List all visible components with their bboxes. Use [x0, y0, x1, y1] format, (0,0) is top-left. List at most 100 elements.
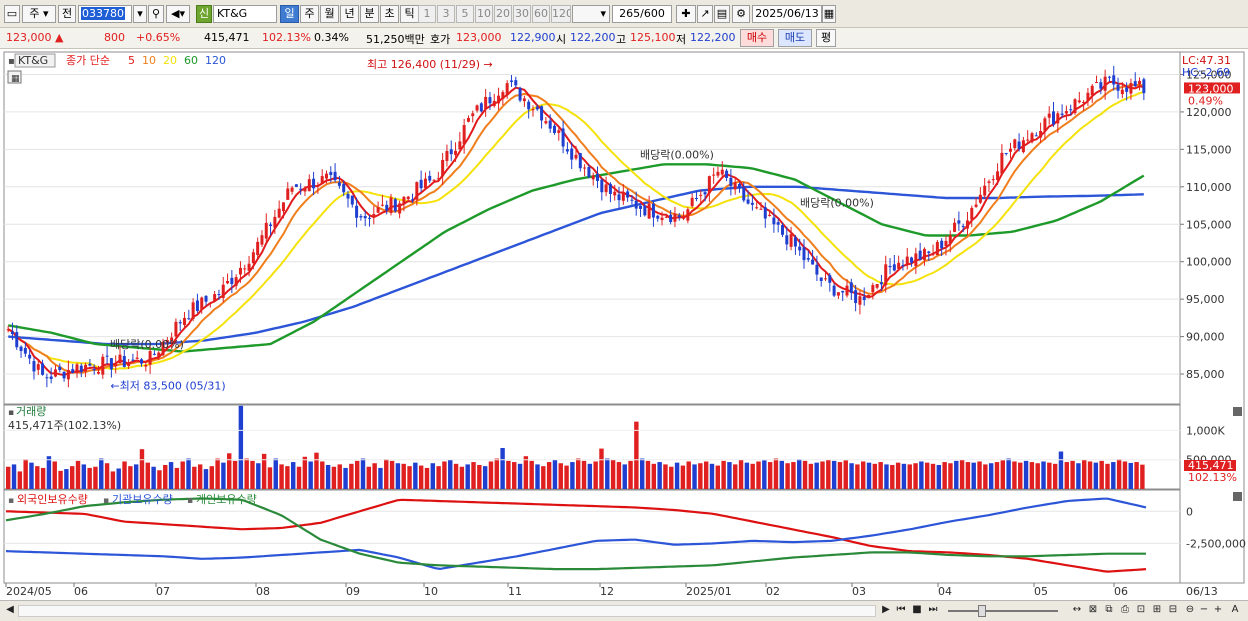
interval-button-5[interactable]: 30: [513, 5, 531, 23]
chart-icon[interactable]: ⊞: [1152, 604, 1162, 615]
count-input[interactable]: 265/600: [612, 5, 672, 23]
count-value: 265: [619, 7, 641, 20]
last-price-pct: 0.49%: [1188, 94, 1223, 107]
candle-body: [673, 213, 677, 222]
volume-bar: [17, 471, 23, 489]
volume-bar: [837, 462, 843, 489]
period-button-4[interactable]: 분: [360, 5, 379, 23]
candle-body: [355, 205, 359, 218]
save-icon[interactable]: ▤: [714, 5, 730, 23]
volume-bar: [965, 462, 971, 489]
volume-bar: [133, 464, 139, 489]
interval-button-0[interactable]: 1: [418, 5, 436, 23]
candle-body: [884, 264, 888, 286]
buy-button[interactable]: 매수: [740, 29, 774, 47]
sell-button[interactable]: 매도: [778, 29, 812, 47]
candle-body: [1129, 83, 1133, 94]
current-price: 123,000 ▲: [6, 31, 64, 44]
period-button-3[interactable]: 년: [340, 5, 359, 23]
volume-bar: [1052, 463, 1058, 489]
grid-icon[interactable]: ⊟: [1168, 604, 1178, 615]
volume-bar: [977, 461, 982, 489]
ask-label: 호가: [430, 33, 451, 46]
volume-bar: [337, 464, 342, 489]
candle-body: [471, 113, 475, 117]
stop-icon[interactable]: ■: [912, 604, 922, 615]
interval-button-6[interactable]: 60: [532, 5, 550, 23]
period-button-6[interactable]: 틱: [400, 5, 419, 23]
pin-icon[interactable]: ⊖: [1185, 604, 1195, 615]
crosshair-icon[interactable]: ✚: [676, 5, 696, 23]
print-icon[interactable]: ⎙: [1121, 604, 1129, 615]
candle-body: [445, 151, 449, 161]
draw-tool-icon[interactable]: ↗: [697, 5, 713, 23]
period-button-2[interactable]: 월: [320, 5, 339, 23]
volume-bar: [797, 459, 802, 489]
code-dropdown-icon[interactable]: ▾: [133, 5, 147, 23]
volume-bar: [948, 463, 953, 489]
dividend-annotation-2: 배당락(0.00%): [800, 196, 874, 209]
scroll-right-icon[interactable]: ▶: [882, 604, 890, 615]
stock-chart[interactable]: 125,000 120,000 115,000 110,000 105,000 100,0…: [0, 50, 1248, 600]
link-icon[interactable]: ⊠: [1088, 604, 1098, 615]
candle-body: [1000, 152, 1004, 174]
interval-button-7[interactable]: 120: [551, 5, 571, 23]
prefix-button[interactable]: 전: [58, 5, 76, 23]
volume-bar: [791, 462, 796, 489]
period-button-5[interactable]: 초: [380, 5, 399, 23]
layout-icon[interactable]: ▭: [4, 5, 20, 23]
search-icon[interactable]: ⚲: [148, 5, 164, 23]
period-button-0[interactable]: 일: [280, 5, 299, 23]
volume-bar: [599, 448, 604, 489]
lc-label: LC:47.31: [1182, 54, 1231, 67]
zoom-out-button[interactable]: −: [1199, 604, 1209, 615]
interval-button-1[interactable]: 3: [437, 5, 455, 23]
stock-name-field[interactable]: KT&G: [213, 5, 277, 23]
holdings-panel-close-icon[interactable]: [1233, 492, 1242, 501]
stock-code-input[interactable]: 033780: [78, 5, 132, 23]
volume-bar: [628, 460, 633, 489]
compare-icon[interactable]: ⊡: [1136, 604, 1146, 615]
scroll-left-icon[interactable]: ◀: [6, 604, 14, 615]
volume-bar: [168, 462, 174, 489]
low-annotation: ←최저 83,500 (05/31): [110, 379, 225, 392]
date-input[interactable]: 2025/06/13: [752, 5, 822, 23]
zoom-slider[interactable]: [948, 610, 1058, 612]
low-value: 122,200: [690, 31, 736, 44]
volume-marker-icon: ▪: [8, 408, 14, 418]
period-unit-select[interactable]: 주 ▾: [22, 5, 56, 23]
candle-body: [505, 83, 509, 95]
high-annotation: 최고 126,400 (11/29) →: [367, 58, 493, 71]
holdings-y-axis: 0 -2,500,000: [1186, 505, 1246, 550]
candle-body: [712, 174, 716, 176]
interval-dropdown[interactable]: ▾: [572, 5, 610, 23]
holdings-tick-label: -2,500,000: [1186, 537, 1246, 550]
legend-item-4: 60: [184, 54, 198, 67]
interval-button-4[interactable]: 20: [494, 5, 512, 23]
volume-bar: [1111, 462, 1116, 489]
scroll-track[interactable]: [18, 605, 876, 617]
table-icon-glyph: ▦: [11, 74, 20, 84]
copy-icon[interactable]: ⧉: [1105, 604, 1113, 615]
candle-body: [234, 277, 238, 286]
speaker-icon[interactable]: ◀▾: [166, 5, 190, 23]
table-icon[interactable]: [7, 70, 22, 84]
zoom-in-button[interactable]: +: [1213, 604, 1223, 615]
candle-body: [901, 265, 905, 267]
candle-body: [170, 337, 174, 341]
period-button-1[interactable]: 주: [300, 5, 319, 23]
zoom-fit-icon[interactable]: ↔: [1072, 604, 1082, 615]
volume-bar: [401, 463, 406, 489]
candle-body: [36, 364, 40, 370]
bottom-scrollbar[interactable]: ◀ ▶ ⏮ ■ ⏭ ↔ ⊠ ⧉ ⎙ ⊡ ⊞ ⊟ ⊖ − + A: [0, 600, 1248, 621]
rewind-icon[interactable]: ⏮: [896, 604, 906, 615]
volume-panel-close-icon[interactable]: [1233, 407, 1242, 416]
zoom-slider-thumb[interactable]: [978, 605, 986, 617]
interval-button-3[interactable]: 10: [475, 5, 493, 23]
gear-icon[interactable]: ⚙: [732, 5, 750, 23]
forward-icon[interactable]: ⏭: [928, 604, 938, 615]
extra-button[interactable]: 평: [816, 29, 836, 47]
interval-button-2[interactable]: 5: [456, 5, 474, 23]
calendar-icon[interactable]: ▦: [822, 5, 836, 23]
font-size-button[interactable]: A: [1231, 604, 1239, 615]
